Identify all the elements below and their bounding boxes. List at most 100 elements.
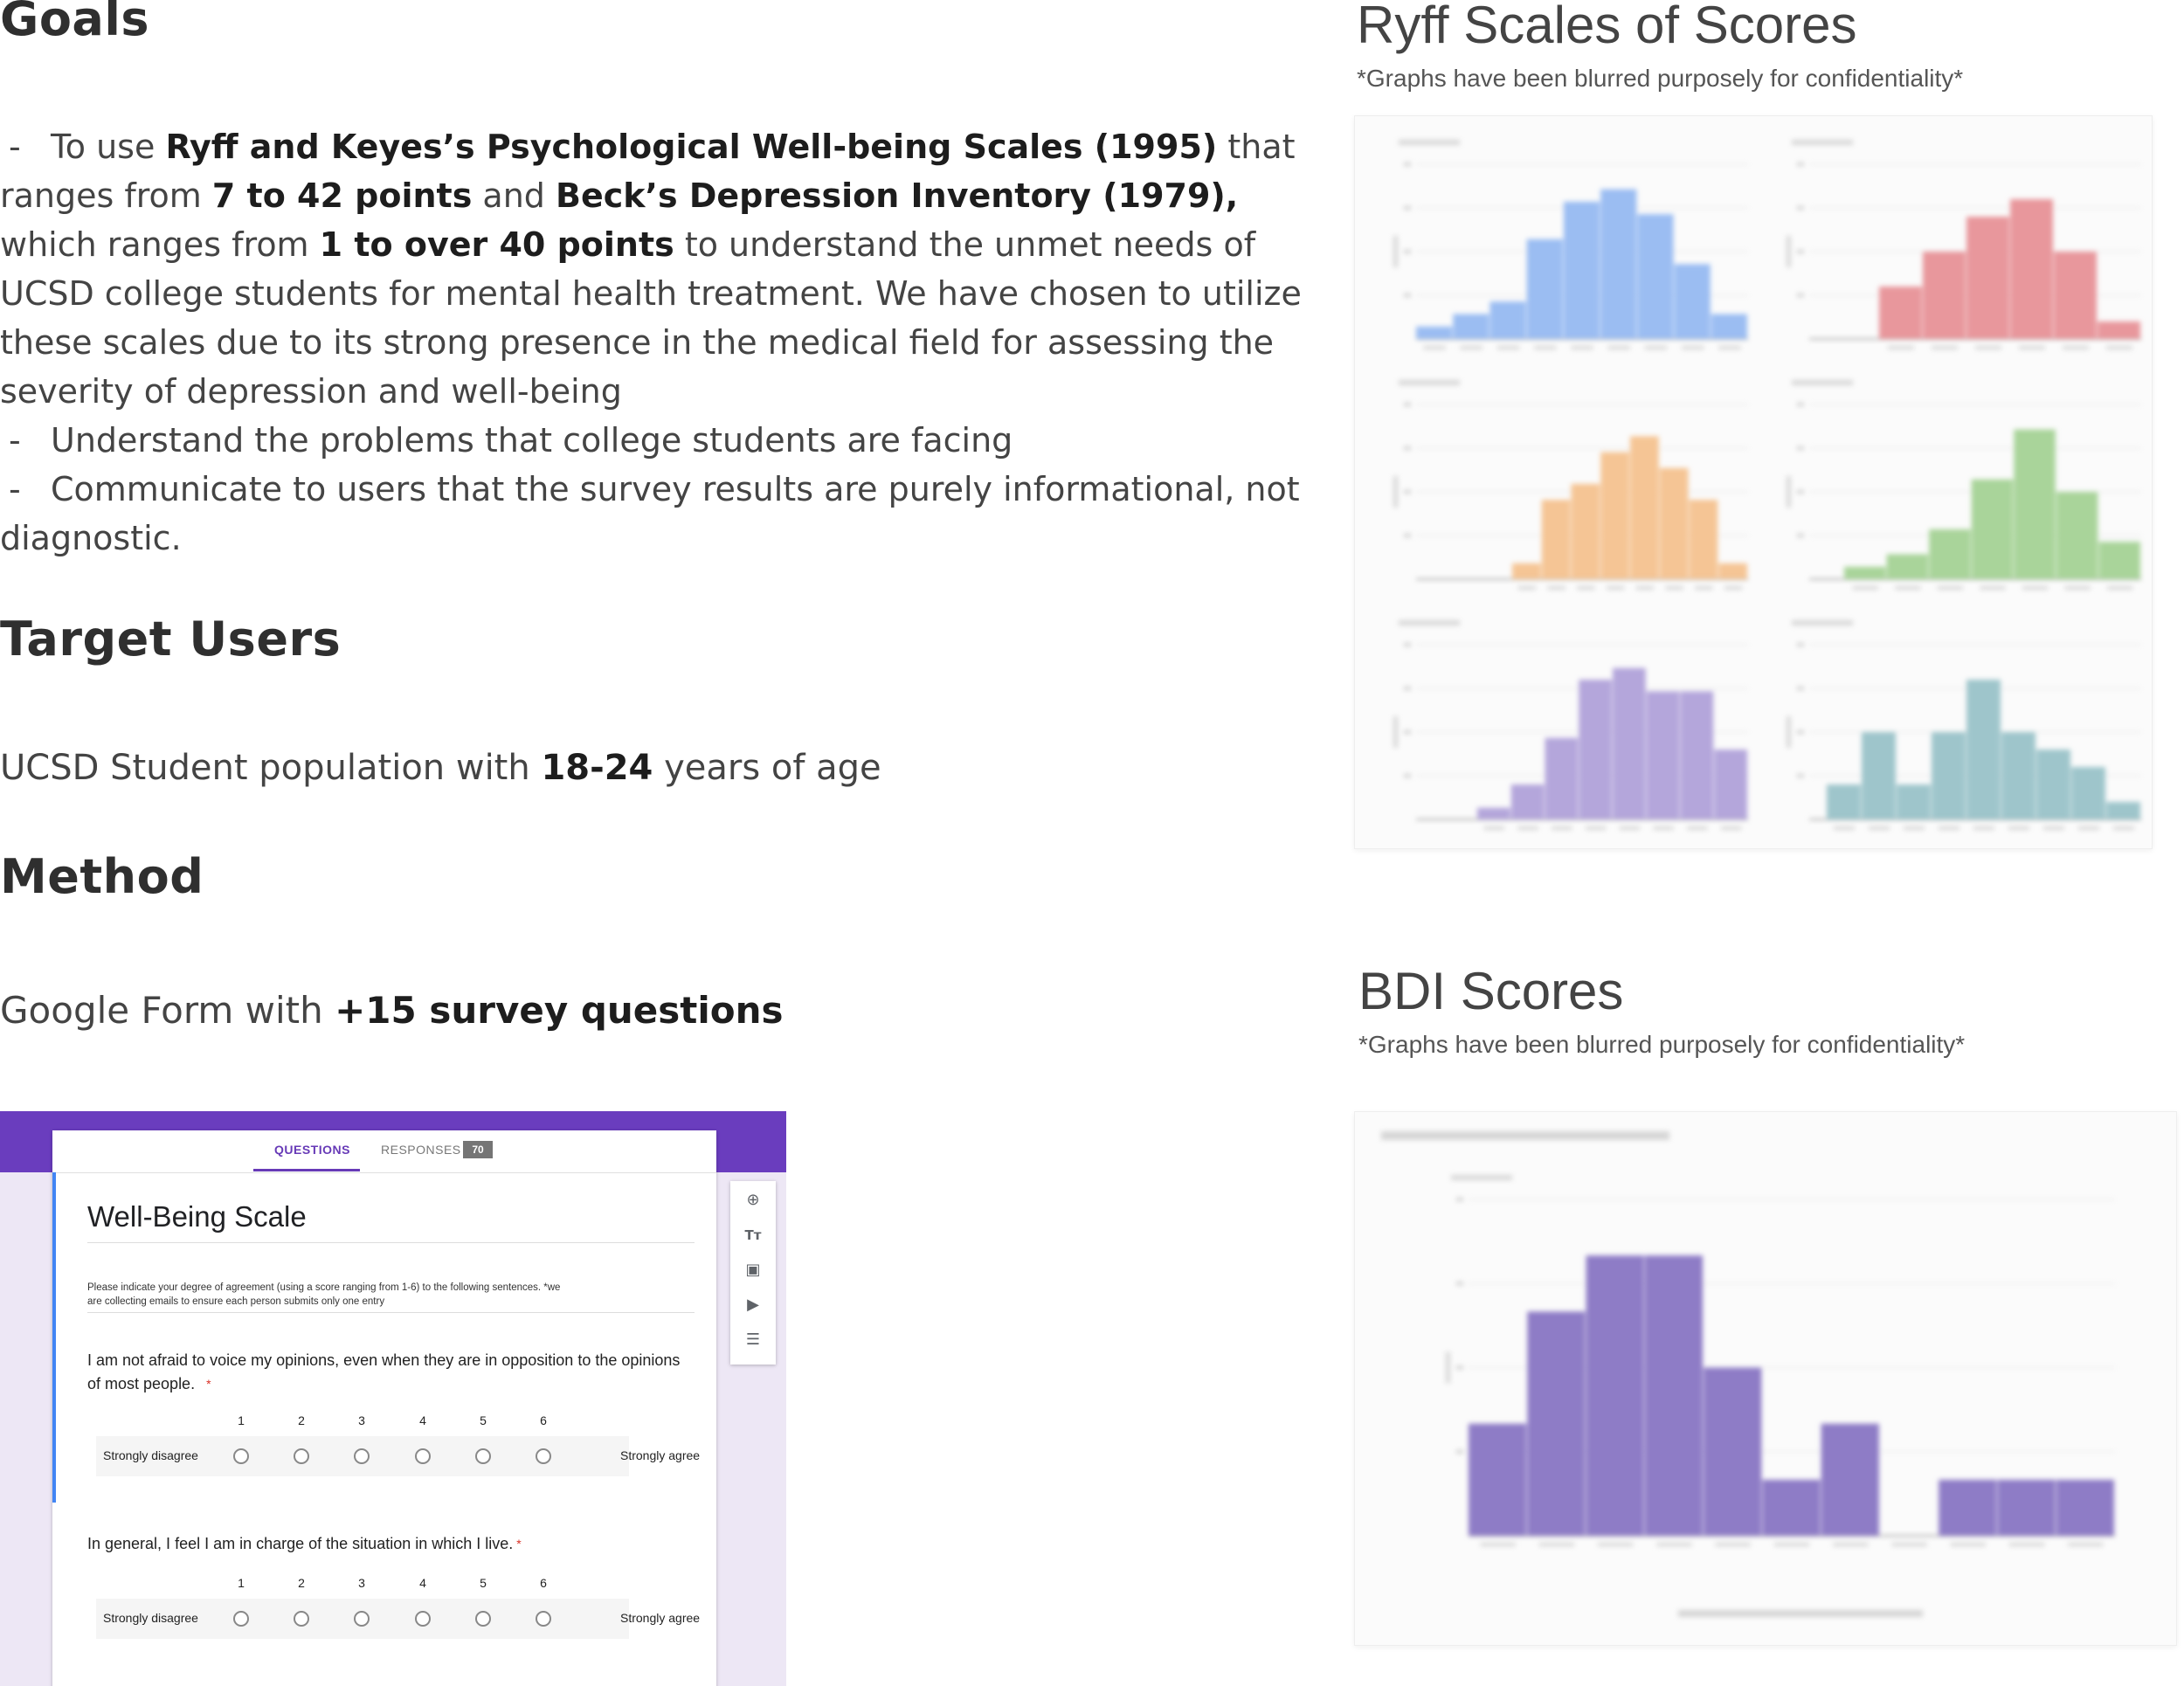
x-tick-label xyxy=(1607,586,1625,590)
x-tick-label xyxy=(1517,826,1538,830)
environmental-mastery-bar xyxy=(2098,321,2140,339)
y-tick-label xyxy=(1797,730,1804,734)
scale-radio-4[interactable] xyxy=(415,1448,431,1464)
autonomy-bar xyxy=(1453,314,1489,339)
x-tick-label xyxy=(1950,1543,1986,1546)
scale-radio-1[interactable] xyxy=(233,1611,249,1627)
environmental-mastery-bar xyxy=(1923,252,1966,339)
bdi-x-axis-label-smudge xyxy=(1678,1610,1923,1617)
autonomy-bar xyxy=(1526,238,1563,339)
scale-radio-5[interactable] xyxy=(475,1611,491,1627)
y-tick-label xyxy=(1797,534,1804,537)
purpose-in-life-bar xyxy=(1579,680,1612,819)
form-description[interactable]: Please indicate your degree of agreement… xyxy=(87,1282,561,1307)
chart-subtitle-smudge xyxy=(1792,140,1853,145)
scale-number: 5 xyxy=(480,1413,487,1427)
scale-number: 2 xyxy=(298,1576,305,1590)
question-2-text[interactable]: In general, I feel I am in charge of the… xyxy=(87,1535,522,1552)
x-tick-label xyxy=(2019,346,2045,349)
personal-growth-bar xyxy=(1541,500,1571,579)
form-title[interactable]: Well-Being Scale xyxy=(87,1200,307,1233)
question-1-text[interactable]: I am not afraid to voice my opinions, ev… xyxy=(87,1351,681,1392)
scale-radio-3[interactable] xyxy=(354,1448,370,1464)
scale-number: 6 xyxy=(540,1576,547,1590)
scale-radio-3[interactable] xyxy=(354,1611,370,1627)
x-tick-label xyxy=(1598,1543,1634,1546)
x-tick-label xyxy=(2022,586,2049,590)
scale-radio-4[interactable] xyxy=(415,1611,431,1627)
y-tick-label xyxy=(1456,1282,1463,1286)
scale-high-label: Strongly agree xyxy=(620,1611,701,1625)
x-tick-label xyxy=(1718,346,1741,349)
google-form-preview: QUESTIONS RESPONSES 70 Well-Being Scale … xyxy=(0,1111,786,1686)
y-tick-label xyxy=(1404,162,1411,166)
personal-growth-bar xyxy=(1512,563,1541,579)
x-tick-label xyxy=(1534,346,1557,349)
bdi-bar xyxy=(1586,1255,1644,1536)
x-tick-label xyxy=(1607,346,1630,349)
scale-radio-2[interactable] xyxy=(294,1611,309,1627)
y-tick-label xyxy=(1456,1198,1463,1201)
positive-relations-bar xyxy=(2056,492,2098,579)
title-icon[interactable]: Tт xyxy=(744,1227,762,1243)
x-tick-label xyxy=(1891,1543,1927,1546)
scale-radio-6[interactable] xyxy=(536,1611,551,1627)
chart-subtitle-smudge xyxy=(1792,380,1853,385)
y-axis-label-smudge xyxy=(1393,716,1398,748)
x-tick-label xyxy=(1656,1543,1692,1546)
y-axis-label-smudge xyxy=(1787,476,1791,508)
personal-growth-bar xyxy=(1630,436,1659,579)
scale-radio-2[interactable] xyxy=(294,1448,309,1464)
scale-number: 3 xyxy=(358,1576,365,1590)
tab-responses[interactable]: RESPONSES xyxy=(381,1143,461,1157)
personal-growth-bar xyxy=(1689,500,1718,579)
video-icon[interactable]: ▶ xyxy=(747,1296,759,1314)
chart-subtitle-smudge xyxy=(1399,140,1460,145)
scale-radio-6[interactable] xyxy=(536,1448,551,1464)
x-tick-label xyxy=(2113,826,2134,830)
environmental-mastery-bar xyxy=(2054,252,2097,339)
x-tick-label xyxy=(2008,1543,2045,1546)
y-axis-label-smudge xyxy=(1393,476,1398,508)
bdi-title: BDI Scores xyxy=(1358,962,1624,1020)
title-underline xyxy=(87,1242,695,1243)
self-acceptance-bar xyxy=(1827,784,1861,819)
method-heading: Method xyxy=(0,849,204,904)
scale-radio-1[interactable] xyxy=(233,1448,249,1464)
y-tick-label xyxy=(1797,162,1804,166)
x-tick-label xyxy=(1695,586,1713,590)
x-tick-label xyxy=(1552,826,1572,830)
y-tick-label xyxy=(1456,1365,1463,1370)
ryff-title: Ryff Scales of Scores xyxy=(1357,0,1857,54)
y-tick-label xyxy=(1404,403,1411,406)
image-icon[interactable]: ▣ xyxy=(745,1261,761,1279)
x-tick-label xyxy=(1715,1543,1751,1546)
x-tick-label xyxy=(1571,346,1593,349)
self-acceptance-bar xyxy=(2071,767,2105,819)
x-tick-label xyxy=(1939,826,1959,830)
goal-item-3: - Communicate to users that the survey re… xyxy=(0,470,1300,557)
bdi-bar xyxy=(1527,1311,1586,1536)
goals-heading: Goals xyxy=(0,0,150,46)
scale-number: 1 xyxy=(238,1413,245,1427)
scale-low-label: Strongly disagree xyxy=(103,1611,198,1625)
goals-body: - To use Ryff and Keyes’s Psychological W… xyxy=(0,122,1319,563)
section-icon[interactable]: ☰ xyxy=(745,1330,761,1349)
x-tick-label xyxy=(1980,586,2006,590)
y-tick-label xyxy=(1404,774,1411,777)
y-axis-label-smudge xyxy=(1787,236,1791,267)
self-acceptance-bar xyxy=(2106,802,2140,819)
positive-relations-bar xyxy=(1844,566,1886,579)
description-underline xyxy=(87,1312,695,1313)
x-tick-label xyxy=(1721,826,1742,830)
x-tick-label xyxy=(1895,586,1921,590)
y-tick-label xyxy=(1797,250,1804,253)
x-tick-label xyxy=(2043,826,2064,830)
responses-count-badge: 70 xyxy=(463,1141,493,1158)
scale-radio-5[interactable] xyxy=(475,1448,491,1464)
ryff-histograms xyxy=(1393,140,2141,830)
scale-high-label: Strongly agree xyxy=(620,1448,701,1462)
x-tick-label xyxy=(1682,346,1704,349)
tab-questions[interactable]: QUESTIONS xyxy=(274,1143,350,1157)
add-question-icon[interactable]: ⊕ xyxy=(746,1191,760,1209)
